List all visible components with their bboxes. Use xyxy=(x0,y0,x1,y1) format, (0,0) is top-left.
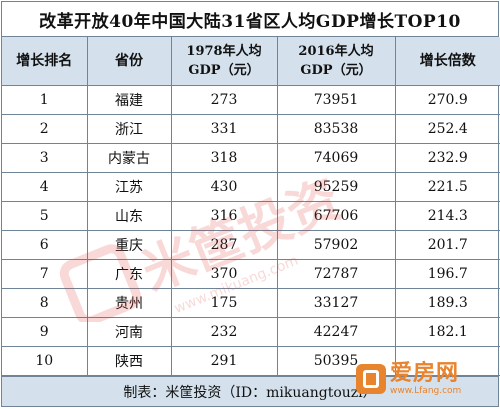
cell-gdp-1978: 232 xyxy=(170,317,278,347)
cell-gdp-1978: 273 xyxy=(170,85,278,115)
table-row: 9 河南 232 42247 182.1 xyxy=(2,317,500,347)
header-gdp-1978-line1: 1978年人均 xyxy=(186,44,262,59)
table-title: 改革开放40年中国大陆31省区人均GDP增长TOP10 xyxy=(2,2,498,37)
table-row: 3 内蒙古 318 74069 232.9 xyxy=(2,143,500,173)
header-gdp-2016-line2: GDP（元） xyxy=(300,63,372,78)
table-row: 1 福建 273 73951 270.9 xyxy=(2,85,500,115)
cell-gdp-2016: 73951 xyxy=(276,85,396,115)
table-row: 10 陕西 291 50395 xyxy=(2,346,500,376)
cell-multiple: 221.5 xyxy=(394,172,500,202)
cell-province: 内蒙古 xyxy=(86,143,172,173)
header-multiple: 增长倍数 xyxy=(394,37,500,86)
header-row: 增长排名 省份 1978年人均 GDP（元） 2016年人均 GDP（元） 增长… xyxy=(2,37,500,86)
cell-province: 福建 xyxy=(86,85,172,115)
cell-multiple xyxy=(394,346,500,376)
header-gdp-1978-line2: GDP（元） xyxy=(188,63,260,78)
cell-gdp-2016: 74069 xyxy=(276,143,396,173)
cell-multiple: 182.1 xyxy=(394,317,500,347)
cell-gdp-1978: 316 xyxy=(170,201,278,231)
cell-gdp-2016: 57902 xyxy=(276,230,396,260)
cell-gdp-2016: 42247 xyxy=(276,317,396,347)
header-gdp-2016-line1: 2016年人均 xyxy=(298,44,374,59)
cell-rank: 10 xyxy=(2,346,88,376)
cell-province: 浙江 xyxy=(86,114,172,144)
header-rank: 增长排名 xyxy=(2,37,88,86)
cell-province: 广东 xyxy=(86,259,172,289)
header-gdp-2016: 2016年人均 GDP（元） xyxy=(276,37,396,86)
cell-gdp-2016: 72787 xyxy=(276,259,396,289)
cell-gdp-2016: 95259 xyxy=(276,172,396,202)
table-footer: 制表：米筐投资（ID：mikuangtouzi） xyxy=(2,376,498,406)
cell-gdp-1978: 287 xyxy=(170,230,278,260)
cell-province: 陕西 xyxy=(86,346,172,376)
cell-province: 重庆 xyxy=(86,230,172,260)
cell-province: 贵州 xyxy=(86,288,172,318)
gdp-table: 增长排名 省份 1978年人均 GDP（元） 2016年人均 GDP（元） 增长… xyxy=(2,37,500,376)
cell-rank: 3 xyxy=(2,143,88,173)
cell-multiple: 214.3 xyxy=(394,201,500,231)
cell-multiple: 189.3 xyxy=(394,288,500,318)
cell-province: 江苏 xyxy=(86,172,172,202)
cell-province: 河南 xyxy=(86,317,172,347)
cell-rank: 1 xyxy=(2,85,88,115)
cell-gdp-1978: 318 xyxy=(170,143,278,173)
table-row: 7 广东 370 72787 196.7 xyxy=(2,259,500,289)
cell-gdp-1978: 175 xyxy=(170,288,278,318)
cell-gdp-1978: 430 xyxy=(170,172,278,202)
cell-multiple: 196.7 xyxy=(394,259,500,289)
cell-rank: 4 xyxy=(2,172,88,202)
cell-gdp-1978: 291 xyxy=(170,346,278,376)
cell-rank: 8 xyxy=(2,288,88,318)
table-row: 8 贵州 175 33127 189.3 xyxy=(2,288,500,318)
cell-multiple: 252.4 xyxy=(394,114,500,144)
cell-gdp-2016: 50395 xyxy=(276,346,396,376)
cell-multiple: 270.9 xyxy=(394,85,500,115)
cell-gdp-1978: 370 xyxy=(170,259,278,289)
cell-multiple: 232.9 xyxy=(394,143,500,173)
table-row: 5 山东 316 67706 214.3 xyxy=(2,201,500,231)
cell-gdp-2016: 33127 xyxy=(276,288,396,318)
cell-rank: 9 xyxy=(2,317,88,347)
cell-gdp-2016: 67706 xyxy=(276,201,396,231)
cell-gdp-1978: 331 xyxy=(170,114,278,144)
table-row: 6 重庆 287 57902 201.7 xyxy=(2,230,500,260)
cell-multiple: 201.7 xyxy=(394,230,500,260)
header-province: 省份 xyxy=(86,37,172,86)
cell-rank: 7 xyxy=(2,259,88,289)
cell-gdp-2016: 83538 xyxy=(276,114,396,144)
cell-province: 山东 xyxy=(86,201,172,231)
header-gdp-1978: 1978年人均 GDP（元） xyxy=(170,37,278,86)
cell-rank: 2 xyxy=(2,114,88,144)
table-row: 2 浙江 331 83538 252.4 xyxy=(2,114,500,144)
cell-rank: 5 xyxy=(2,201,88,231)
table-row: 4 江苏 430 95259 221.5 xyxy=(2,172,500,202)
cell-rank: 6 xyxy=(2,230,88,260)
